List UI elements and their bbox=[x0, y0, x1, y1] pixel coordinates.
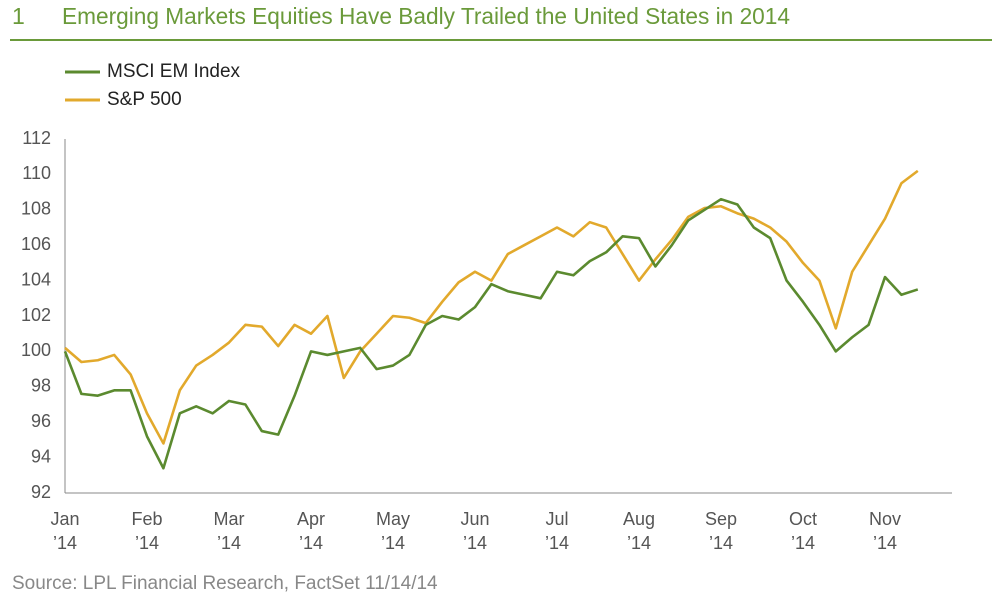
y-tick-label: 100 bbox=[21, 340, 51, 360]
y-tick-label: 94 bbox=[31, 446, 51, 466]
y-tick-label: 102 bbox=[21, 305, 51, 325]
x-tick-label: Jun ’14 bbox=[460, 509, 490, 553]
x-tick-label: Sep ’14 bbox=[704, 509, 738, 553]
series-line bbox=[63, 197, 919, 470]
source: Source: LPL Financial Research, FactSet … bbox=[12, 573, 438, 594]
y-tick-label: 96 bbox=[31, 411, 51, 431]
y-tick-label: 112 bbox=[22, 128, 51, 148]
y-tick-label: 106 bbox=[21, 234, 51, 254]
x-tick-label: Mar ’14 bbox=[213, 509, 245, 553]
x-tick-label: Jul ’14 bbox=[544, 509, 570, 553]
chart-title: Emerging Markets Equities Have Badly Tra… bbox=[62, 3, 790, 29]
y-tick-label: 108 bbox=[21, 199, 51, 219]
x-tick-label: Apr ’14 bbox=[296, 509, 325, 553]
legend-label: MSCI EM Index bbox=[107, 61, 241, 82]
series-line bbox=[64, 169, 919, 445]
y-tick-label: 98 bbox=[31, 376, 51, 396]
x-tick-label: Nov ’14 bbox=[868, 509, 901, 553]
x-tick-label: Aug ’14 bbox=[622, 509, 656, 553]
y-tick-label: 110 bbox=[22, 163, 51, 183]
x-tick-label: Feb ’14 bbox=[131, 509, 163, 553]
x-tick-label: May ’14 bbox=[375, 509, 410, 553]
x-tick-label: Jan ’14 bbox=[50, 509, 80, 553]
y-tick-label: 92 bbox=[31, 482, 51, 502]
y-tick-label: 104 bbox=[21, 269, 51, 289]
x-tick-label: Oct ’14 bbox=[788, 509, 817, 553]
legend-label: S&P 500 bbox=[107, 89, 182, 110]
chart-number: 1 bbox=[12, 3, 25, 29]
